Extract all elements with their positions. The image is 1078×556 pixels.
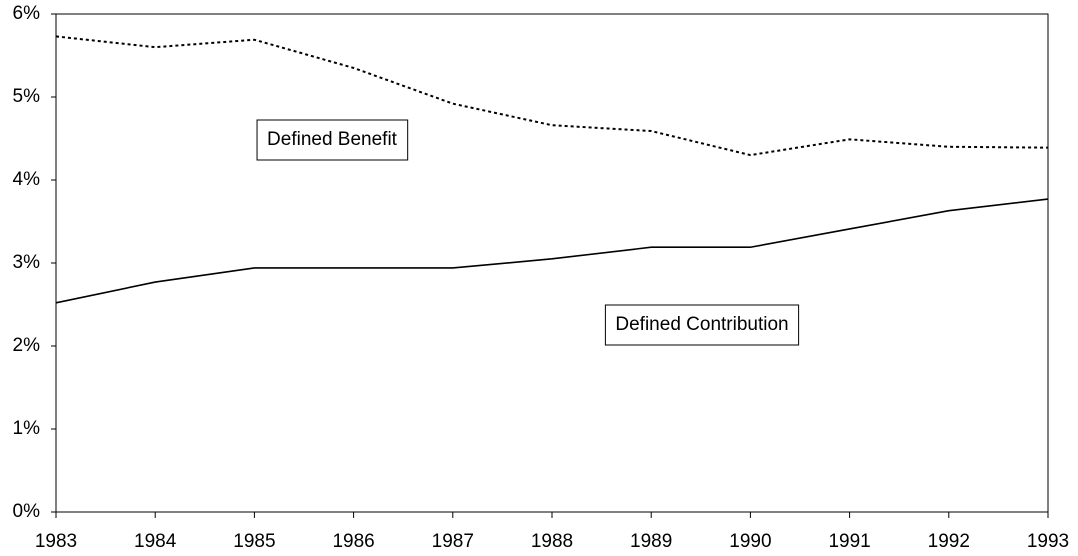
y-tick-label: 3% [13, 252, 41, 273]
series-line [55, 198, 1049, 304]
x-tick-label: 1992 [928, 531, 970, 552]
y-tick-label: 6% [13, 3, 41, 24]
x-tick-label: 1987 [432, 531, 474, 552]
series-label-box [604, 304, 800, 346]
series-line [55, 35, 1049, 157]
x-tick-label: 1993 [1027, 531, 1069, 552]
x-tick-label: 1983 [35, 531, 77, 552]
y-tick-label: 1% [13, 418, 41, 439]
x-tick-label: 1988 [531, 531, 573, 552]
x-tick-label: 1984 [134, 531, 177, 552]
y-tick-label: 5% [13, 86, 41, 107]
x-tick-label: 1985 [233, 531, 275, 552]
x-tick-label: 1990 [729, 531, 771, 552]
y-tick-label: 4% [13, 169, 41, 190]
y-tick-label: 0% [13, 501, 41, 522]
series-label-box [256, 119, 409, 161]
y-tick-label: 2% [13, 335, 41, 356]
x-tick-label: 1986 [332, 531, 374, 552]
series-label: Defined Contribution [615, 314, 788, 335]
x-tick-label: 1991 [828, 531, 870, 552]
series-label: Defined Benefit [267, 129, 398, 150]
plot-frame [55, 13, 1049, 513]
x-tick-label: 1989 [630, 531, 672, 552]
